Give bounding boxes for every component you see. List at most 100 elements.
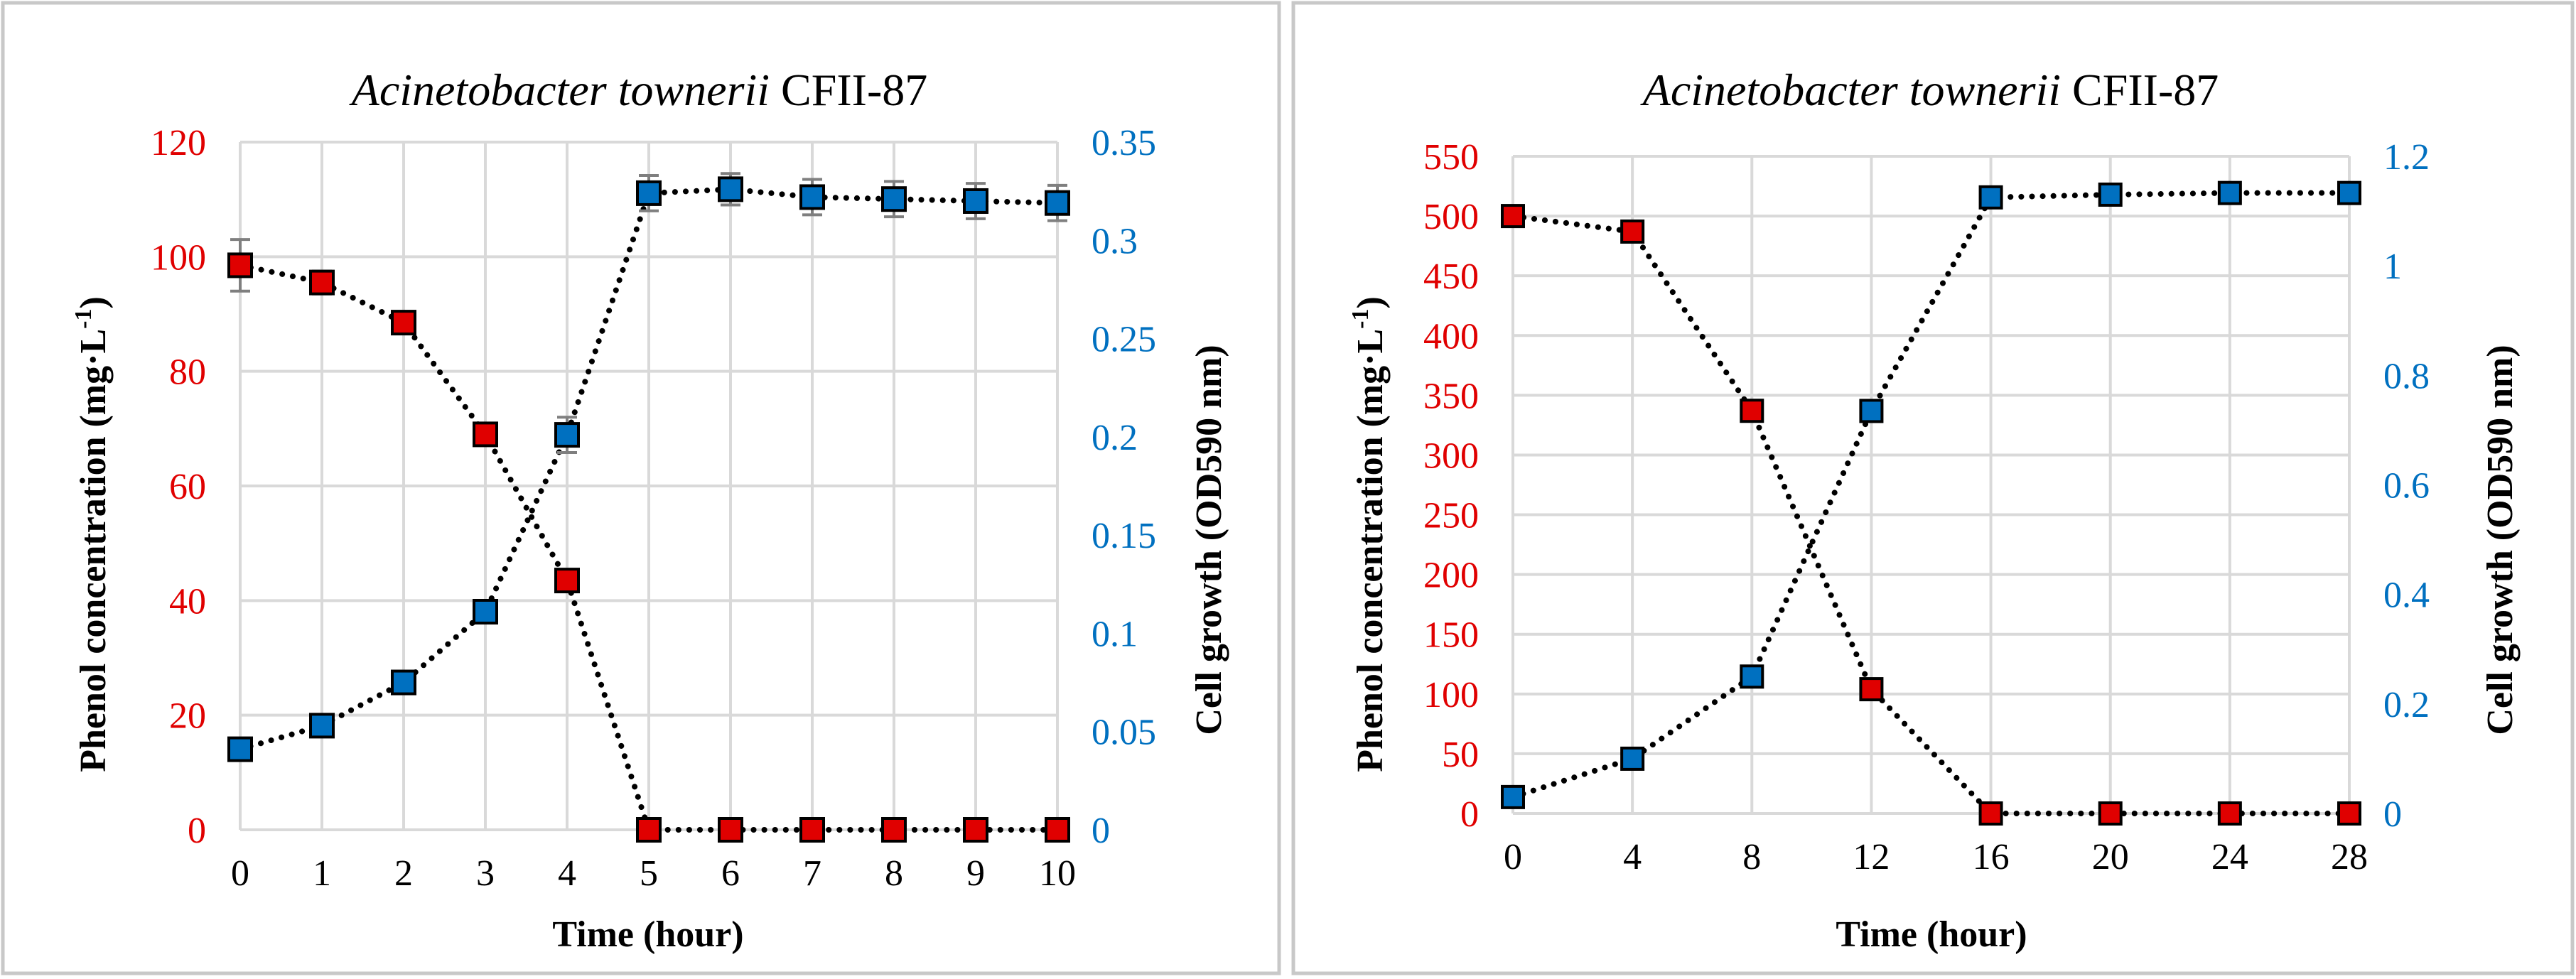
x-tick-label: 16 — [1973, 837, 2010, 877]
y-right-tick-label: 1 — [2383, 247, 2402, 287]
y-left-label-sup: -1 — [1347, 309, 1374, 329]
cell-growth-point — [1740, 664, 1764, 689]
x-axis-label: Time (hour) — [552, 914, 743, 955]
phenol-point — [554, 568, 580, 594]
cell-growth-point — [1501, 784, 1525, 809]
y-left-axis-label: Phenol concentration (mg·L-1) — [1347, 296, 1391, 772]
x-ticks: 0 4 8 12 16 20 24 28 — [1504, 837, 2368, 877]
cell-growth-point — [2337, 180, 2361, 205]
grid-layer — [1511, 155, 2351, 815]
series-line-cell-growth — [1510, 190, 2352, 800]
chart-title-plain: CFII-87 — [770, 65, 927, 115]
series-line-cell-growth — [237, 186, 1060, 752]
panel-frame-right — [1291, 1, 2575, 975]
y-left-tick-label: 550 — [1423, 137, 1479, 178]
y-right-ticks: 0 0.2 0.4 0.6 0.8 1 1.2 — [2383, 137, 2430, 835]
x-tick-label: 24 — [2211, 837, 2248, 877]
phenol-point — [391, 310, 416, 336]
chart-title-italic: Acinetobacter townerii — [349, 65, 770, 115]
y-left-tick-label: 500 — [1423, 197, 1479, 237]
y-left-tick-label: 120 — [151, 123, 206, 163]
phenol-point — [2098, 801, 2123, 826]
y-left-tick-label: 60 — [169, 467, 206, 507]
cell-growth-point — [963, 188, 988, 214]
x-tick-label: 20 — [2092, 837, 2129, 877]
y-left-tick-label: 100 — [151, 237, 206, 278]
y-right-tick-label: 0.15 — [1092, 516, 1156, 556]
phenol-point — [227, 252, 253, 278]
y-right-tick-label: 0.2 — [2383, 685, 2430, 725]
y-right-tick-label: 0.8 — [2383, 356, 2430, 396]
y-right-tick-label: 0.35 — [1092, 123, 1156, 163]
phenol-point — [309, 269, 335, 296]
panel-frame-left — [1, 1, 1281, 975]
chart-title-italic: Acinetobacter townerii — [1640, 65, 2061, 115]
y-left-tick-label: 250 — [1423, 496, 1479, 536]
x-ticks: 0 1 2 3 4 5 6 7 8 9 10 — [231, 853, 1076, 894]
phenol-point — [1620, 219, 1645, 244]
y-left-tick-label: 150 — [1423, 615, 1479, 656]
y-right-tick-label: 0.1 — [1092, 614, 1138, 654]
phenol-point — [636, 817, 662, 843]
x-tick-label: 28 — [2331, 837, 2368, 877]
x-tick-label: 12 — [1853, 837, 1890, 877]
cell-growth-point — [309, 713, 335, 739]
chart-left: Acinetobacter townerii CFII-87 020406080… — [70, 65, 1229, 955]
y-left-tick-label: 20 — [169, 696, 206, 737]
y-left-axis-label: Phenol concentration (mg·L-1) — [70, 296, 114, 772]
cell-growth-point — [1978, 185, 2003, 210]
chart-title-plain: CFII-87 — [2061, 65, 2219, 115]
cell-growth-point — [391, 669, 416, 696]
y-left-tick-label: 200 — [1423, 556, 1479, 596]
y-left-ticks: 0 20 40 60 80 100 120 — [151, 123, 206, 851]
phenol-point — [1978, 801, 2003, 826]
y-left-ticks: 0 50 100 150 200 250 300 350 400 450 500 550 — [1423, 137, 1479, 835]
y-right-axis-label: Cell growth (OD590 nm) — [2480, 345, 2521, 735]
series-layer — [227, 172, 1070, 843]
x-tick-label: 2 — [394, 853, 413, 894]
y-left-tick-label: 350 — [1423, 376, 1479, 416]
y-right-tick-label: 0 — [1092, 811, 1110, 851]
y-left-label-sup: -1 — [70, 309, 97, 329]
phenol-point — [1501, 204, 1525, 229]
y-left-tick-label: 400 — [1423, 316, 1479, 357]
x-tick-label: 6 — [721, 853, 740, 894]
phenol-point — [2337, 801, 2361, 826]
cell-growth-point — [881, 186, 907, 212]
x-tick-label: 4 — [558, 853, 576, 894]
cell-growth-point — [1045, 190, 1070, 216]
y-right-tick-label: 0 — [2383, 794, 2402, 835]
cell-growth-point — [1620, 746, 1645, 771]
y-left-label-tail: ) — [1350, 296, 1391, 308]
x-tick-label: 1 — [313, 853, 331, 894]
phenol-point — [881, 817, 907, 843]
cell-growth-point — [636, 180, 662, 206]
x-axis-label: Time (hour) — [1836, 914, 2027, 955]
series-line-phenol — [1510, 213, 2352, 816]
chart-right: Acinetobacter townerii CFII-87 050100150… — [1347, 65, 2521, 955]
cell-growth-point — [2098, 182, 2123, 207]
phenol-point — [963, 817, 988, 843]
phenol-point — [2217, 801, 2242, 826]
x-tick-label: 9 — [966, 853, 985, 894]
y-left-tick-label: 300 — [1423, 436, 1479, 476]
y-left-tick-label: 450 — [1423, 256, 1479, 297]
y-right-tick-label: 0.3 — [1092, 221, 1138, 261]
y-left-tick-label: 40 — [169, 581, 206, 622]
x-tick-label: 7 — [803, 853, 821, 894]
y-right-axis-label: Cell growth (OD590 nm) — [1189, 345, 1229, 735]
y-left-tick-label: 50 — [1442, 735, 1479, 775]
cell-growth-point — [1859, 399, 1884, 423]
cell-growth-point — [2217, 180, 2242, 205]
x-tick-label: 8 — [885, 853, 903, 894]
phenol-point — [1045, 817, 1070, 843]
series-layer — [1501, 180, 2361, 826]
cell-growth-point — [799, 184, 825, 210]
phenol-point — [718, 817, 743, 843]
x-tick-label: 0 — [231, 853, 249, 894]
y-left-tick-label: 0 — [188, 811, 206, 851]
cell-growth-point — [554, 422, 580, 448]
cell-growth-point — [227, 736, 253, 762]
y-right-tick-label: 0.4 — [2383, 575, 2430, 616]
